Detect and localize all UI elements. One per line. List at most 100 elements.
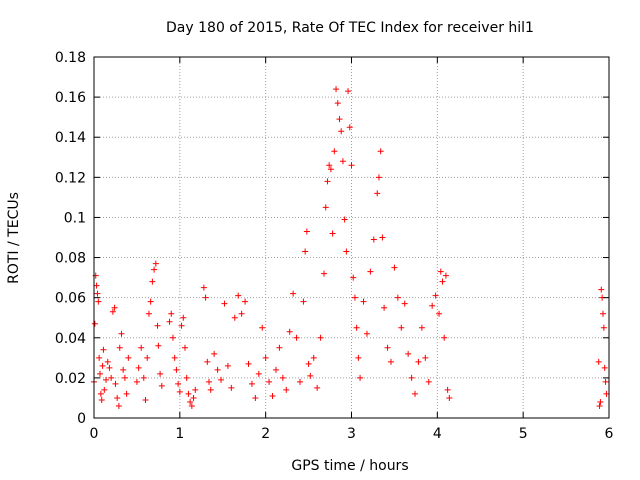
data-point bbox=[144, 354, 151, 361]
data-point bbox=[303, 228, 310, 235]
data-point bbox=[432, 292, 439, 299]
data-point bbox=[398, 324, 405, 331]
data-point bbox=[326, 162, 333, 169]
data-point bbox=[154, 322, 161, 329]
data-point bbox=[115, 402, 122, 409]
data-point bbox=[157, 370, 164, 377]
data-point bbox=[158, 382, 165, 389]
data-point bbox=[322, 204, 329, 211]
data-point bbox=[98, 396, 105, 403]
data-point bbox=[324, 178, 331, 185]
data-point bbox=[408, 374, 415, 381]
data-point bbox=[259, 324, 266, 331]
data-point bbox=[384, 344, 391, 351]
data-point bbox=[176, 388, 183, 395]
data-point bbox=[596, 402, 603, 409]
data-point bbox=[178, 322, 185, 329]
data-point bbox=[412, 390, 419, 397]
data-point bbox=[444, 386, 451, 393]
x-tick-label: 6 bbox=[605, 426, 614, 442]
data-point bbox=[348, 162, 355, 169]
data-point bbox=[181, 344, 188, 351]
data-point bbox=[314, 384, 321, 391]
y-tick-label: 0.16 bbox=[55, 90, 86, 106]
x-tick-label: 0 bbox=[90, 426, 99, 442]
data-point bbox=[601, 364, 608, 371]
data-point bbox=[329, 230, 336, 237]
data-point bbox=[442, 272, 449, 279]
y-tick-label: 0.14 bbox=[55, 130, 86, 146]
data-point bbox=[370, 236, 377, 243]
data-point bbox=[339, 158, 346, 165]
x-tick-label: 2 bbox=[261, 426, 270, 442]
data-point bbox=[101, 386, 108, 393]
data-point bbox=[446, 394, 453, 401]
y-tick-label: 0.08 bbox=[55, 251, 86, 267]
data-point bbox=[147, 298, 154, 305]
data-point bbox=[173, 366, 180, 373]
data-point bbox=[171, 354, 178, 361]
y-axis-label: ROTI / TECUs bbox=[6, 192, 22, 284]
data-point bbox=[109, 308, 116, 315]
data-point bbox=[120, 366, 127, 373]
data-point bbox=[598, 286, 605, 293]
data-point bbox=[333, 86, 340, 93]
x-tick-label: 4 bbox=[433, 426, 442, 442]
data-point bbox=[321, 270, 328, 277]
data-point bbox=[190, 394, 197, 401]
data-point bbox=[125, 354, 132, 361]
data-point bbox=[99, 362, 106, 369]
data-point bbox=[293, 334, 300, 341]
data-point bbox=[262, 354, 269, 361]
data-point bbox=[269, 392, 276, 399]
data-point bbox=[351, 294, 358, 301]
data-point bbox=[188, 402, 195, 409]
data-point bbox=[187, 398, 194, 405]
data-point bbox=[436, 310, 443, 317]
data-point bbox=[374, 190, 381, 197]
data-point bbox=[214, 366, 221, 373]
data-point bbox=[133, 378, 140, 385]
data-point bbox=[245, 360, 252, 367]
data-point bbox=[192, 386, 199, 393]
chart-title: Day 180 of 2015, Rate Of TEC Index for r… bbox=[166, 20, 534, 36]
data-point bbox=[96, 354, 103, 361]
data-point bbox=[597, 398, 604, 405]
data-point bbox=[231, 314, 238, 321]
data-point bbox=[206, 378, 213, 385]
data-point bbox=[307, 372, 314, 379]
data-point bbox=[363, 330, 370, 337]
data-point bbox=[283, 386, 290, 393]
data-point bbox=[218, 376, 225, 383]
data-point bbox=[387, 358, 394, 365]
data-point bbox=[334, 100, 341, 107]
data-point bbox=[441, 334, 448, 341]
data-point bbox=[327, 166, 334, 173]
y-tick-label: 0.1 bbox=[64, 210, 86, 226]
data-point bbox=[221, 300, 228, 307]
x-tick-label: 1 bbox=[175, 426, 184, 442]
data-point bbox=[394, 294, 401, 301]
data-point bbox=[151, 266, 158, 273]
data-point bbox=[183, 374, 190, 381]
data-point bbox=[169, 334, 176, 341]
data-point bbox=[114, 394, 121, 401]
data-point bbox=[185, 390, 192, 397]
data-point bbox=[355, 354, 362, 361]
data-point bbox=[302, 248, 309, 255]
data-point bbox=[106, 364, 113, 371]
data-point bbox=[121, 374, 128, 381]
data-point bbox=[111, 304, 118, 311]
data-point bbox=[211, 350, 218, 357]
data-point bbox=[357, 374, 364, 381]
data-point bbox=[252, 394, 259, 401]
data-point bbox=[166, 318, 173, 325]
data-point bbox=[300, 298, 307, 305]
data-point bbox=[152, 260, 159, 267]
data-point bbox=[353, 324, 360, 331]
axis-ticks: 0 1 2 3 4 5 6 0 0.02 0.04 0.06 0.08 0.1 0.12 0.14 0.16 0… bbox=[55, 50, 614, 442]
data-point bbox=[142, 396, 149, 403]
data-point bbox=[238, 310, 245, 317]
y-tick-label: 0.02 bbox=[55, 371, 86, 387]
